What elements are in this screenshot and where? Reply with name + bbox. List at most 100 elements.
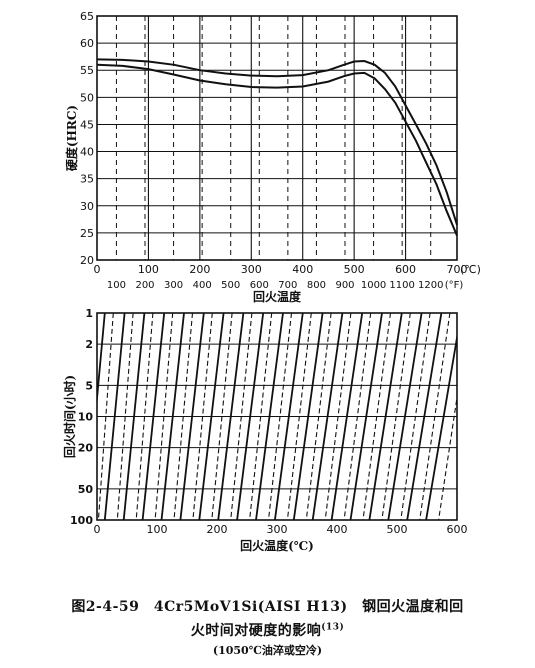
caption-line-2-text: 火时间对硬度的影响 — [190, 623, 322, 639]
bottom-y-axis-title: 回火时间(小时) — [62, 375, 77, 458]
equivalence-line-solid — [406, 313, 443, 520]
hardness-curve-1 — [96, 58, 458, 226]
top-y-tick-label: 45 — [80, 118, 94, 131]
top-x-tick-label-f: 500 — [221, 280, 240, 291]
equivalence-line-dashed — [362, 313, 392, 520]
bottom-y-tick-label: 2 — [85, 338, 93, 351]
bottom-x-axis-title: 回火温度(℃) — [240, 538, 314, 553]
equivalence-line-dashed — [343, 313, 372, 520]
top-y-tick-label: 40 — [80, 146, 94, 159]
equivalence-line-dashed — [381, 313, 411, 520]
equivalence-line-solid — [122, 313, 146, 520]
equivalence-line-dashed — [249, 313, 273, 520]
equivalence-line-dashed — [305, 313, 332, 520]
equivalence-line-dashed — [230, 313, 253, 520]
equivalence-line-dashed — [173, 313, 194, 520]
top-x-tick-label-c: 200 — [189, 263, 210, 276]
top-x-tick-label-c: 300 — [241, 263, 262, 276]
top-y-axis-title: 硬度(HRC) — [64, 105, 79, 171]
bottom-x-tick-label: 600 — [447, 523, 468, 536]
equivalence-line-dashed — [438, 393, 457, 520]
top-x-tick-label-c: 500 — [344, 263, 365, 276]
bottom-equivalence-lines — [97, 313, 457, 520]
top-y-tick-label: 50 — [80, 91, 94, 104]
top-x-tick-label-f: 1000 — [361, 280, 386, 291]
top-x-tick-label-f: 800 — [307, 280, 326, 291]
equivalence-line-solid — [274, 313, 304, 520]
top-x-unit-c: (℃) — [460, 263, 481, 276]
top-x-tick-label-c: 600 — [395, 263, 416, 276]
top-x-tick-label-c: 700 — [447, 263, 468, 276]
equivalence-line-solid — [255, 313, 284, 520]
top-y-tick-label: 30 — [80, 200, 94, 213]
equivalence-line-solid — [198, 313, 225, 520]
equivalence-line-dashed — [419, 313, 451, 520]
bottom-y-tick-label: 10 — [78, 411, 94, 424]
top-x-tick-label-f: 300 — [164, 280, 183, 291]
top-y-tick-label: 25 — [80, 227, 94, 240]
equivalence-line-dashed — [211, 313, 233, 520]
top-x-tick-label-f: 200 — [135, 280, 154, 291]
equivalence-line-solid — [217, 313, 245, 520]
equivalence-line-solid — [141, 313, 166, 520]
top-x-tick-label-c: 400 — [292, 263, 313, 276]
equivalence-line-solid — [97, 313, 106, 409]
top-y-tick-label: 55 — [80, 64, 94, 77]
top-y-tick-label: 35 — [80, 173, 94, 186]
equivalence-line-solid — [387, 313, 423, 520]
top-chart-frame — [96, 15, 458, 261]
equivalence-line-dashed — [154, 313, 174, 520]
caption-line-3: (1050℃油淬或空冷) — [212, 644, 323, 657]
bottom-x-tick-label: 0 — [94, 523, 101, 536]
top-x-tick-label-f: 600 — [250, 280, 269, 291]
bottom-y-tick-label: 20 — [78, 442, 94, 455]
top-y-tick-label: 65 — [80, 10, 94, 23]
equivalence-line-dashed — [267, 313, 293, 520]
equivalence-line-dashed — [400, 313, 431, 520]
top-x-tick-label-f: 1100 — [389, 280, 414, 291]
equivalence-line-solid — [179, 313, 205, 520]
top-y-tick-label: 20 — [80, 254, 94, 267]
equivalence-line-solid — [368, 313, 403, 520]
top-x-tick-label-f: 100 — [107, 280, 126, 291]
bottom-y-tick-label: 50 — [78, 483, 94, 496]
bottom-x-tick-label: 400 — [327, 523, 348, 536]
bottom-x-tick-label: 200 — [207, 523, 228, 536]
top-x-tick-label-f: 900 — [335, 280, 354, 291]
bottom-y-tick-label: 100 — [70, 514, 93, 527]
equivalence-line-dashed — [97, 313, 114, 520]
top-x-tick-label-c: 100 — [138, 263, 159, 276]
bottom-x-tick-label: 300 — [267, 523, 288, 536]
bottom-x-tick-label: 500 — [387, 523, 408, 536]
equivalence-line-solid — [160, 313, 185, 520]
top-chart: 20 25 30 35 40 45 50 55 60 65 0 100 200 300 400 500 600 7… — [64, 10, 481, 304]
top-x-unit-f: (°F) — [445, 280, 464, 291]
equivalence-line-dashed — [286, 313, 312, 520]
equivalence-line-dashed — [135, 313, 154, 520]
top-x-tick-label-f: 700 — [278, 280, 297, 291]
equivalence-line-solid — [425, 332, 457, 520]
top-x-tick-label-c: 0 — [94, 263, 101, 276]
top-x-tick-label-f: 1200 — [418, 280, 443, 291]
equivalence-line-solid — [103, 313, 126, 520]
equivalence-line-solid — [349, 313, 383, 520]
equivalence-line-dashed — [192, 313, 213, 520]
bottom-y-tick-label: 1 — [85, 307, 93, 320]
bottom-y-tick-label: 5 — [85, 379, 93, 392]
caption-line-2: 火时间对硬度的影响(13) — [0, 620, 535, 640]
hardness-curve-2 — [96, 63, 458, 236]
equivalence-line-solid — [292, 313, 324, 520]
top-y-tick-label: 60 — [80, 37, 94, 50]
equivalence-line-solid — [330, 313, 364, 520]
equivalence-line-solid — [236, 313, 265, 520]
equivalence-line-dashed — [324, 313, 352, 520]
equivalence-line-solid — [311, 313, 344, 520]
caption-line-1: 图2-4-59 4Cr5MoV1Si(AISI H13) 钢回火温度和回 — [71, 599, 464, 615]
top-x-axis-title: 回火温度 — [253, 289, 302, 304]
caption-ref: (13) — [321, 622, 345, 633]
bottom-x-tick-label: 100 — [147, 523, 168, 536]
equivalence-line-dashed — [116, 313, 134, 520]
top-x-tick-label-f: 400 — [193, 280, 212, 291]
